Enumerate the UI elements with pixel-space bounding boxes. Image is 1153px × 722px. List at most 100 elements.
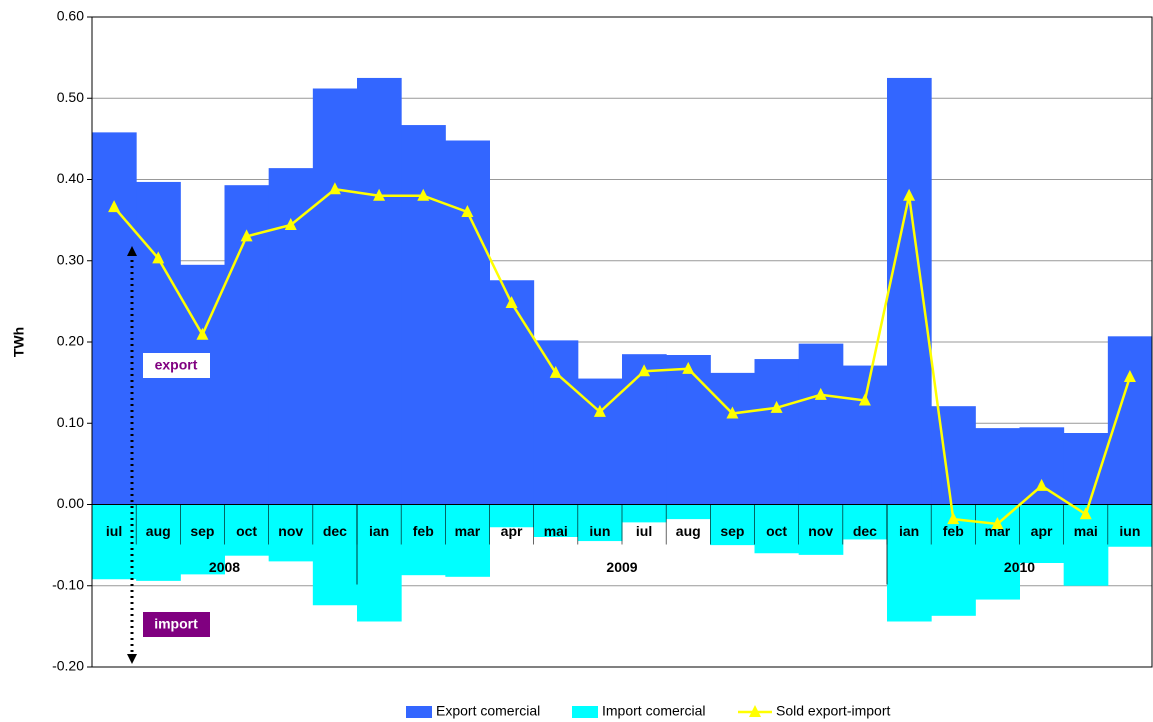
bar <box>577 504 623 542</box>
x-tick-label: sep <box>720 523 744 539</box>
marker <box>152 251 165 264</box>
marker <box>373 188 386 201</box>
x-tick-label: mar <box>985 523 1011 539</box>
bar <box>1107 504 1153 547</box>
marker <box>903 188 916 201</box>
bar <box>533 340 579 505</box>
x-tick-label: mai <box>544 523 568 539</box>
bar <box>1019 427 1065 505</box>
bar <box>887 504 932 622</box>
bar <box>622 354 667 505</box>
bar <box>666 355 711 505</box>
bar <box>357 504 402 622</box>
y-tick-label: -0.10 <box>52 576 84 592</box>
x-tick-label: iul <box>636 523 652 539</box>
marker <box>461 205 474 217</box>
legend-marker <box>749 705 761 717</box>
bar <box>445 504 490 577</box>
marker <box>196 327 209 340</box>
bar <box>136 181 181 505</box>
legend-swatch <box>572 706 598 718</box>
marker <box>947 512 960 525</box>
x-tick-label: nov <box>278 523 303 539</box>
x-tick-label: apr <box>501 523 523 539</box>
bar <box>1019 504 1065 563</box>
bar <box>710 504 755 546</box>
bar <box>754 504 800 554</box>
legend-swatch <box>406 706 432 718</box>
y-tick-label: 0.10 <box>57 414 84 430</box>
bar <box>92 504 137 580</box>
bar <box>357 77 402 505</box>
bar <box>975 428 1020 505</box>
bar <box>401 125 446 505</box>
x-tick-label: feb <box>413 523 434 539</box>
x-tick-label: aug <box>146 523 171 539</box>
bar <box>489 280 535 505</box>
bar <box>489 504 535 528</box>
marker <box>1035 478 1048 491</box>
bar <box>798 343 844 505</box>
bar <box>224 504 270 556</box>
x-tick-label: feb <box>943 523 964 539</box>
y-tick-label: 0.50 <box>57 89 84 105</box>
marker <box>328 182 341 195</box>
x-tick-label: dec <box>323 523 347 539</box>
bar <box>1107 336 1153 505</box>
x-tick-label: iun <box>589 523 610 539</box>
marker <box>682 361 695 374</box>
plot-frame <box>91 16 1153 668</box>
bar <box>445 140 490 505</box>
legend-label: Sold export-import <box>776 703 890 719</box>
year-label: 2009 <box>606 559 637 575</box>
bar <box>710 372 755 505</box>
bar <box>312 504 358 606</box>
legend-label: Export comercial <box>436 703 540 719</box>
line <box>113 187 1132 526</box>
x-tick-label: nov <box>808 523 833 539</box>
marker <box>858 393 871 406</box>
marker <box>1123 369 1136 382</box>
y-tick-label: -0.20 <box>52 658 84 674</box>
x-tick-label: ian <box>369 523 389 539</box>
bar <box>842 365 888 505</box>
bar <box>666 504 711 520</box>
bar <box>92 132 137 505</box>
bar <box>180 504 225 575</box>
x-tick-label: apr <box>1031 523 1053 539</box>
x-tick-label: oct <box>236 523 257 539</box>
marker <box>593 404 606 417</box>
y-tick-label: 0.60 <box>57 8 84 24</box>
x-tick-label: ian <box>899 523 919 539</box>
year-label: 2010 <box>1004 559 1035 575</box>
arrow-head <box>127 246 137 256</box>
x-tick-label: oct <box>766 523 787 539</box>
bar <box>622 504 667 523</box>
marker <box>505 296 518 308</box>
bar <box>842 504 888 540</box>
marker <box>417 188 430 201</box>
bar <box>401 504 446 576</box>
marker <box>814 387 827 400</box>
y-tick-label: 0.00 <box>57 495 84 511</box>
bar <box>798 504 844 555</box>
marker <box>1079 507 1092 520</box>
annotation-box <box>143 353 210 378</box>
marker <box>108 200 121 213</box>
annotation: export <box>155 357 198 373</box>
y-tick-label: 0.30 <box>57 251 84 267</box>
bar <box>533 504 579 537</box>
annotation-box <box>143 612 210 637</box>
y-axis-label: TWh <box>11 327 27 357</box>
x-tick-label: mar <box>455 523 481 539</box>
bar <box>931 406 976 505</box>
marker <box>284 218 297 230</box>
marker <box>549 365 562 378</box>
arrow-head <box>127 654 137 664</box>
marker <box>638 364 651 377</box>
year-label: 2008 <box>209 559 240 575</box>
bar <box>268 504 314 562</box>
marker <box>726 406 739 419</box>
x-tick-label: aug <box>676 523 701 539</box>
y-tick-label: 0.40 <box>57 170 84 186</box>
